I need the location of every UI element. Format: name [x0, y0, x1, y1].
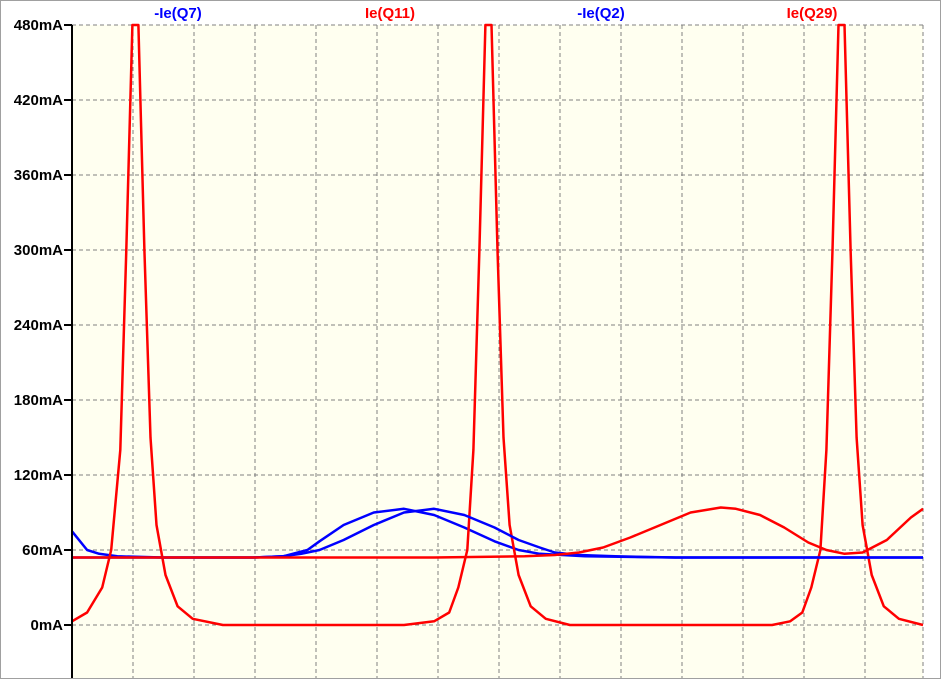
series-line-3[interactable]: [72, 506, 924, 559]
y-tick-label: 120mA: [14, 467, 63, 484]
y-tick-label: 60mA: [22, 542, 63, 559]
legend-label-3[interactable]: Ie(Q29): [787, 5, 838, 22]
y-axis-ticks: 0mA 60mA 120mA 180mA 240mA 300mA 360mA 420mA 480…: [14, 17, 72, 634]
y-tick-label: 240mA: [14, 317, 63, 334]
y-tick-label: 0mA: [30, 617, 63, 634]
y-tick-label: 420mA: [14, 92, 63, 109]
series-line-2[interactable]: [72, 507, 923, 559]
grid-lines: [72, 24, 924, 679]
legend-label-1[interactable]: Ie(Q11): [365, 5, 415, 22]
y-tick-label: 480mA: [14, 17, 63, 34]
y-tick-label: 360mA: [14, 167, 63, 184]
y-tick-label: 300mA: [14, 242, 63, 259]
legend[interactable]: -Ie(Q7) Ie(Q11) -Ie(Q2) Ie(Q29): [154, 5, 837, 22]
series-traces: [71, 23, 924, 627]
plot-area[interactable]: [72, 25, 923, 679]
y-tick-label: 180mA: [14, 392, 63, 409]
legend-label-0[interactable]: -Ie(Q7): [154, 5, 202, 22]
series-line-1[interactable]: [71, 23, 924, 627]
legend-label-2[interactable]: -Ie(Q2): [577, 5, 625, 22]
